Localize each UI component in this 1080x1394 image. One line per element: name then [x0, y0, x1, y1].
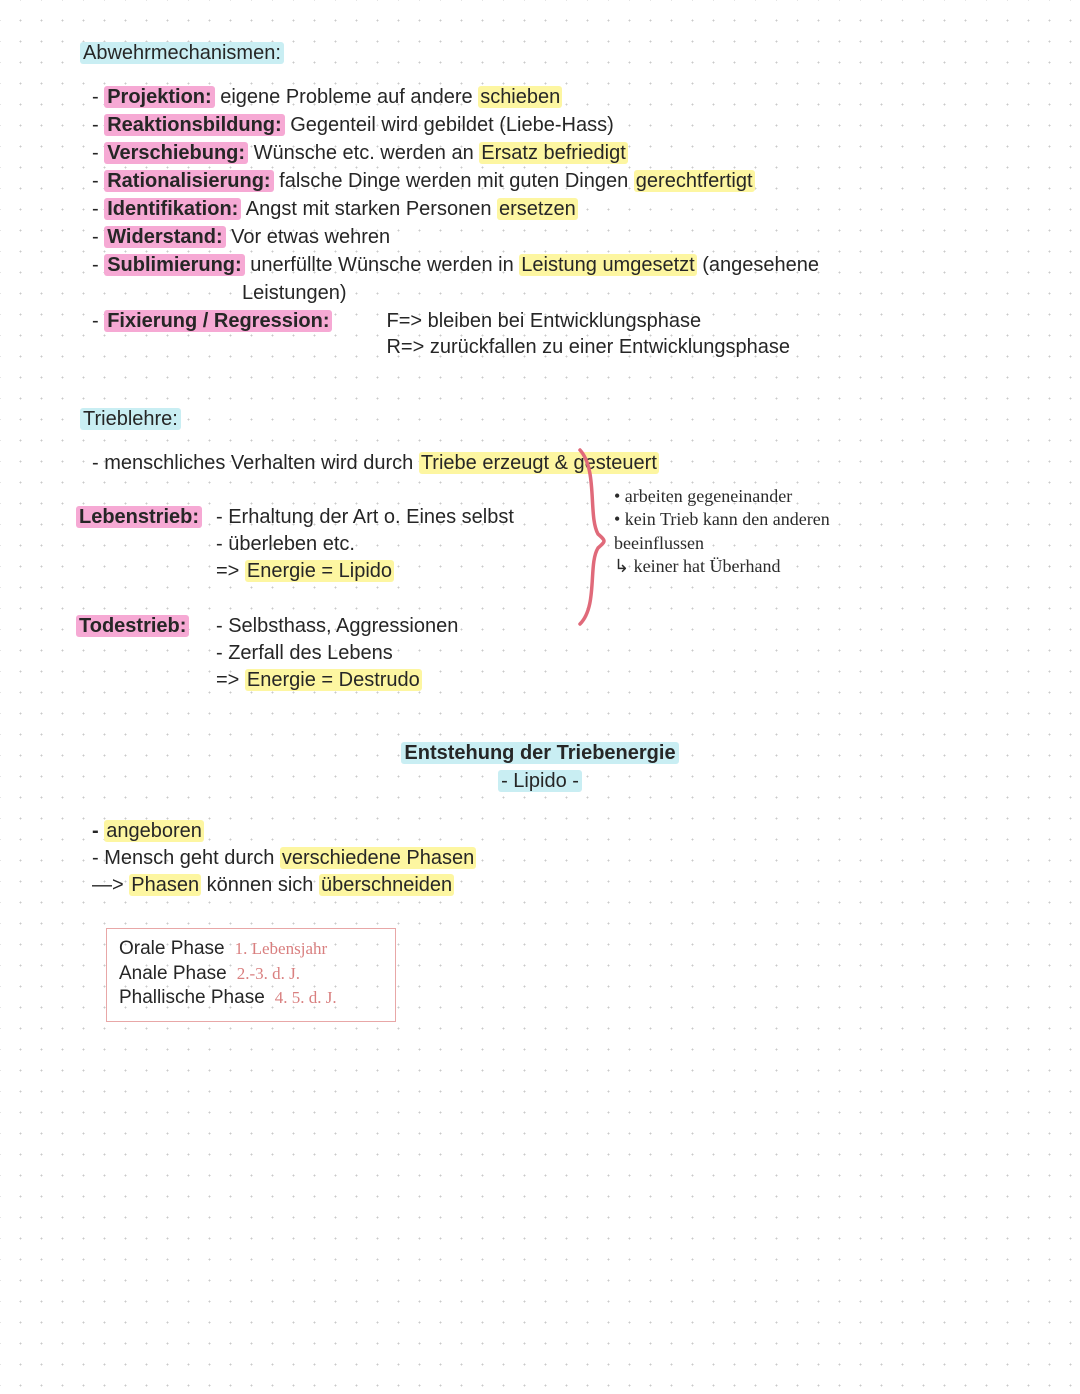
phase-phallische: Phallische Phase 4. 5. d. J. — [119, 986, 383, 1011]
trieb-intro-hl: Triebe erzeugt & gesteuert — [419, 452, 659, 474]
todestrieb-label: Todestrieb: — [76, 613, 216, 639]
born-l1: - angeboren — [92, 818, 1000, 844]
mech-term: Reaktionsbildung: — [104, 114, 284, 136]
phase-orale: Orale Phase 1. Lebensjahr — [119, 937, 383, 962]
mech-projektion: - Projektion: eigene Probleme auf andere… — [92, 84, 1000, 110]
lebenstrieb-energy: Energie = Lipido — [245, 560, 394, 582]
arrow: => — [216, 669, 245, 691]
born-l2-pre: - Mensch geht durch — [92, 847, 280, 869]
phase-note: 1. Lebensjahr — [235, 938, 328, 960]
fix-r-line: R=> zurückfallen zu einer Entwicklungsph… — [386, 334, 790, 360]
lebenstrieb-l2: - überleben etc. — [216, 531, 514, 557]
mechanism-list: - Projektion: eigene Probleme auf andere… — [92, 84, 1000, 360]
todestrieb-body: - Selbsthass, Aggressionen - Zerfall des… — [216, 613, 458, 694]
mech-widerstand: - Widerstand: Vor etwas wehren — [92, 224, 1000, 250]
phase-box: Orale Phase 1. Lebensjahr Anale Phase 2.… — [106, 928, 396, 1022]
mech-desc: Wünsche etc. werden an — [248, 142, 479, 164]
phase-name: Anale Phase — [119, 962, 227, 987]
mech-desc: unerfüllte Wünsche werden in — [245, 254, 520, 276]
mech-sublimierung-cont: Leistungen) — [242, 280, 1000, 306]
lebenstrieb-l1: - Erhaltung der Art o. Eines selbst — [216, 504, 514, 530]
title-text: Abwehrmechanismen: — [80, 42, 284, 64]
mech-term: Rationalisierung: — [104, 170, 273, 192]
mech-hl: schieben — [478, 86, 562, 108]
mech-term: Verschiebung: — [104, 142, 248, 164]
born-l1-hl: angeboren — [104, 820, 204, 842]
born-l3-hl2: überschneiden — [319, 874, 454, 896]
phase-note: 2.-3. d. J. — [237, 963, 300, 985]
trieb-intro-pre: - menschliches Verhalten wird durch — [92, 452, 419, 474]
mech-desc: Vor etwas wehren — [226, 226, 391, 248]
mech-term: Identifikation: — [104, 198, 241, 220]
mech-term: Fixierung / Regression: — [104, 310, 332, 332]
t2-text: - Lipido - — [498, 770, 582, 792]
mech-desc: Gegenteil wird gebildet (Liebe-Hass) — [285, 114, 614, 136]
mech-hl: gerechtfertigt — [634, 170, 755, 192]
mech-desc: Angst mit starken Personen — [241, 198, 497, 220]
mech-reaktionsbildung: - Reaktionsbildung: Gegenteil wird gebil… — [92, 112, 1000, 138]
trieb-intro: - menschliches Verhalten wird durch Trie… — [92, 450, 1000, 476]
mech-rationalisierung: - Rationalisierung: falsche Dinge werden… — [92, 168, 1000, 194]
todestrieb-l1: - Selbsthass, Aggressionen — [216, 613, 458, 639]
mech-hl: ersetzen — [497, 198, 578, 220]
born-l3: —> Phasen können sich überschneiden — [92, 872, 1000, 898]
born-l2-hl: verschiedene Phasen — [280, 847, 476, 869]
mech-identifikation: - Identifikation: Angst mit starken Pers… — [92, 196, 1000, 222]
arrow: => — [216, 560, 245, 582]
fix-f-line: F=> bleiben bei Entwicklungsphase — [386, 308, 790, 334]
mech-post: (angesehene — [697, 254, 819, 276]
todestrieb-row: Todestrieb: - Selbsthass, Aggressionen -… — [76, 613, 1000, 694]
title-text: Trieblehre: — [80, 408, 181, 430]
section-title-trieblehre: Trieblehre: — [80, 406, 1000, 432]
label-text: Todestrieb: — [76, 615, 189, 637]
phase-anale: Anale Phase 2.-3. d. J. — [119, 962, 383, 987]
mech-desc: eigene Probleme auf andere — [215, 86, 479, 108]
center-title-2: - Lipido - — [80, 768, 1000, 794]
mech-term: Widerstand: — [104, 226, 225, 248]
handwritten-notes: • arbeiten gegeneinander • kein Trieb ka… — [614, 485, 934, 579]
dash: - — [92, 820, 104, 842]
born-l2: - Mensch geht durch verschiedene Phasen — [92, 845, 1000, 871]
todestrieb-l2: - Zerfall des Lebens — [216, 640, 458, 666]
t1-text: Entstehung der Triebenergie — [401, 742, 678, 764]
mech-fix-detail: F=> bleiben bei Entwicklungsphase R=> zu… — [386, 308, 790, 360]
mech-desc: falsche Dinge werden mit guten Dingen — [274, 170, 634, 192]
todestrieb-energy: Energie = Destrudo — [245, 669, 422, 691]
label-text: Lebenstrieb: — [76, 506, 202, 528]
handnote-l4: ↳ keiner hat Überhand — [614, 555, 934, 578]
lebenstrieb-label: Lebenstrieb: — [76, 504, 216, 530]
todestrieb-l3: => Energie = Destrudo — [216, 667, 458, 693]
mech-verschiebung: - Verschiebung: Wünsche etc. werden an E… — [92, 140, 1000, 166]
mech-fixierung: - Fixierung / Regression: F=> bleiben be… — [92, 308, 1000, 360]
curly-brace-icon — [574, 446, 614, 628]
mech-term: Sublimierung: — [104, 254, 244, 276]
mech-sublimierung: - Sublimierung: unerfüllte Wünsche werde… — [92, 252, 1000, 278]
section-title-abwehr: Abwehrmechanismen: — [80, 40, 1000, 66]
handnote-l2: • kein Trieb kann den anderen — [614, 508, 934, 531]
born-l3-pre: —> — [92, 874, 129, 896]
lebenstrieb-l3: => Energie = Lipido — [216, 558, 514, 584]
lipido-list: - angeboren - Mensch geht durch verschie… — [92, 818, 1000, 898]
handnote-l1: • arbeiten gegeneinander — [614, 485, 934, 508]
born-l3-mid: können sich — [201, 874, 319, 896]
handnote-l3: beeinflussen — [614, 532, 934, 555]
mech-hl: Leistung umgesetzt — [519, 254, 696, 276]
phase-note: 4. 5. d. J. — [275, 987, 337, 1009]
center-title-block: Entstehung der Triebenergie - Lipido - — [80, 740, 1000, 794]
mech-term: Projektion: — [104, 86, 214, 108]
mech-hl: Ersatz befriedigt — [479, 142, 628, 164]
born-l3-hl1: Phasen — [129, 874, 201, 896]
phase-name: Orale Phase — [119, 937, 225, 962]
lebenstrieb-body: - Erhaltung der Art o. Eines selbst - üb… — [216, 504, 514, 585]
center-title-1: Entstehung der Triebenergie — [80, 740, 1000, 766]
phase-name: Phallische Phase — [119, 986, 265, 1011]
